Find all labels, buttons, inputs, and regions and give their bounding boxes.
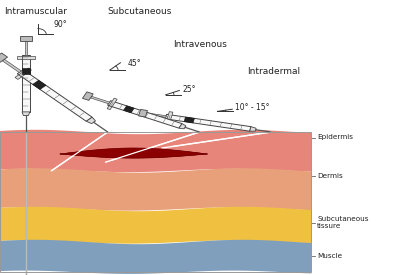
Polygon shape (250, 127, 256, 131)
Polygon shape (107, 106, 112, 110)
Polygon shape (22, 56, 35, 59)
Text: Epidermis: Epidermis (317, 134, 353, 141)
Polygon shape (22, 68, 30, 74)
Polygon shape (2, 59, 21, 72)
Polygon shape (0, 240, 311, 274)
Polygon shape (15, 75, 22, 79)
Polygon shape (17, 56, 22, 59)
Text: Muscle: Muscle (317, 253, 342, 259)
Polygon shape (0, 53, 8, 63)
Polygon shape (83, 92, 93, 100)
Polygon shape (0, 130, 311, 172)
Polygon shape (86, 117, 95, 123)
Polygon shape (165, 114, 251, 131)
Text: Intradermal: Intradermal (247, 67, 300, 76)
Polygon shape (33, 80, 46, 89)
Text: Intravenous: Intravenous (174, 40, 227, 49)
Text: 90°: 90° (54, 20, 67, 29)
Polygon shape (167, 112, 173, 120)
Polygon shape (22, 112, 30, 116)
Polygon shape (20, 36, 32, 41)
Polygon shape (60, 148, 207, 158)
Text: 45°: 45° (128, 59, 141, 68)
Text: 10° - 15°: 10° - 15° (235, 103, 269, 112)
Polygon shape (17, 70, 92, 121)
Polygon shape (0, 207, 311, 244)
Polygon shape (91, 96, 110, 104)
Polygon shape (166, 119, 171, 123)
Polygon shape (109, 98, 117, 107)
Polygon shape (184, 117, 194, 123)
Polygon shape (138, 109, 147, 117)
Polygon shape (146, 113, 166, 117)
Text: Subcutaneous
tissure: Subcutaneous tissure (317, 216, 369, 229)
Polygon shape (124, 106, 134, 113)
Bar (0, 132, 311, 272)
Polygon shape (179, 124, 186, 129)
Polygon shape (60, 148, 207, 158)
Polygon shape (19, 68, 32, 77)
Polygon shape (0, 168, 311, 211)
Text: Dermis: Dermis (317, 173, 343, 179)
Text: Subcutaneous: Subcutaneous (107, 7, 172, 16)
Polygon shape (25, 41, 28, 55)
Polygon shape (22, 55, 30, 112)
Polygon shape (108, 101, 182, 128)
Text: Intramuscular: Intramuscular (4, 7, 67, 16)
Text: 25°: 25° (183, 85, 196, 94)
